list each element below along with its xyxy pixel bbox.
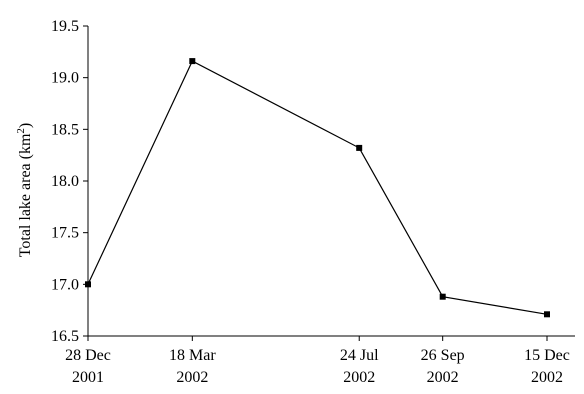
x-tick-label-date: 24 Jul: [340, 347, 379, 364]
x-tick-label-date: 28 Dec: [65, 347, 111, 364]
y-axis-label-close: ): [17, 123, 34, 128]
x-tick-label-year: 2002: [531, 369, 563, 386]
y-tick-label: 19.0: [51, 70, 79, 87]
y-tick-label: 16.5: [51, 328, 79, 345]
series-line: [87, 60, 548, 315]
x-tick-label: 24 Jul 2002: [340, 347, 379, 386]
x-tick-label: 28 Dec 2001: [65, 347, 111, 386]
x-tick-label-year: 2001: [72, 369, 104, 386]
y-axis: 16.5 17.0 17.5 18.0 18.5 19.0 19.5: [51, 18, 89, 345]
x-tick-label-year: 2002: [176, 369, 208, 386]
y-tick-label: 17.0: [51, 276, 79, 293]
data-point: [439, 293, 446, 300]
data-point: [356, 144, 363, 151]
x-tick-label-date: 15 Dec: [524, 347, 570, 364]
y-tick-label: 17.5: [51, 225, 79, 242]
x-axis: 28 Dec 2001 18 Mar 2002 24 Jul 2002 26 Sep 2002…: [65, 335, 575, 386]
x-tick-label: 15 Dec 2002: [524, 347, 570, 386]
series-layer: [85, 58, 550, 318]
x-tick-label-date: 18 Mar: [169, 347, 216, 364]
data-point: [544, 311, 550, 318]
y-tick-label: 18.0: [51, 173, 79, 190]
x-tick-label-date: 26 Sep: [421, 347, 465, 364]
y-tick-label: 18.5: [51, 121, 79, 138]
x-tick-label-year: 2002: [343, 369, 375, 386]
x-tick-label: 18 Mar 2002: [169, 347, 216, 386]
data-point: [85, 281, 91, 288]
x-tick-label-year: 2002: [427, 369, 459, 386]
data-point: [189, 58, 196, 65]
y-axis-label: Total lake area (km2): [15, 123, 34, 258]
y-tick-label: 19.5: [51, 18, 79, 35]
y-axis-label-superscript: 2: [15, 128, 27, 134]
y-axis-label-main: Total lake area (km: [17, 133, 34, 257]
x-tick-label: 26 Sep 2002: [421, 347, 465, 386]
